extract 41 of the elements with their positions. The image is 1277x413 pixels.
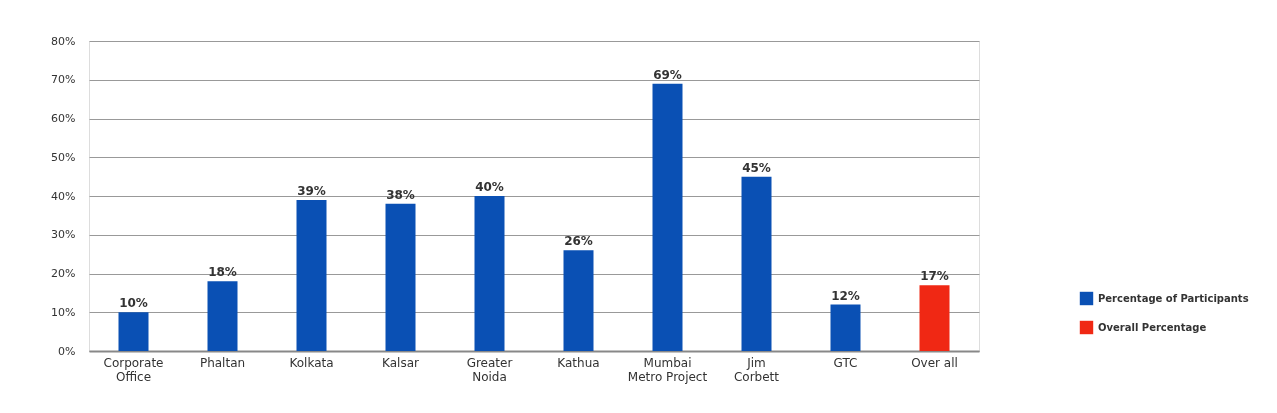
bar	[207, 281, 238, 351]
bar	[830, 304, 861, 351]
bar	[118, 312, 149, 351]
data-label: 69%	[653, 67, 682, 82]
data-label: 18%	[208, 265, 237, 280]
data-label: 45%	[742, 160, 771, 175]
data-label: 10%	[119, 296, 148, 311]
y-tick-label: 50%	[51, 150, 76, 164]
legend-label: Overall Percentage	[1098, 321, 1207, 333]
x-tick-label: Greater Noida	[466, 355, 513, 384]
data-label: 12%	[831, 288, 860, 303]
data-label: 38%	[386, 187, 415, 202]
bar	[741, 176, 772, 351]
data-label: 39%	[297, 183, 326, 198]
x-tick-label: Kalsar	[382, 355, 420, 370]
bar	[474, 196, 505, 351]
y-tick-label: 10%	[51, 305, 76, 319]
x-tick-label: Kolkata	[289, 355, 334, 370]
legend-label: Percentage of Participants	[1098, 292, 1249, 304]
y-tick-label: 30%	[51, 228, 76, 242]
x-tick-label: GTC	[833, 355, 858, 370]
y-tick-label: 40%	[51, 189, 76, 203]
data-label: 26%	[564, 234, 593, 249]
x-tick-label: Kathua	[557, 355, 600, 370]
x-tick-label: Over all	[911, 355, 958, 370]
bar	[385, 203, 416, 351]
bar	[563, 250, 594, 351]
y-tick-label: 80%	[51, 34, 76, 48]
y-tick-label: 70%	[51, 73, 76, 87]
data-label: 17%	[920, 269, 949, 284]
x-tick-label: Mumbai Metro Project	[627, 355, 708, 384]
x-tick-label: Jim Corbett	[733, 355, 780, 384]
y-tick-label: 20%	[51, 267, 76, 280]
x-tick-label: Phaltan	[199, 355, 246, 370]
bar	[296, 199, 327, 351]
bar	[652, 83, 683, 351]
bar	[919, 285, 950, 351]
y-tick-label: 60%	[51, 112, 76, 125]
y-tick-label: 0%	[58, 344, 76, 358]
data-label: 40%	[475, 180, 504, 194]
x-tick-label: Corporate Office	[103, 355, 164, 384]
